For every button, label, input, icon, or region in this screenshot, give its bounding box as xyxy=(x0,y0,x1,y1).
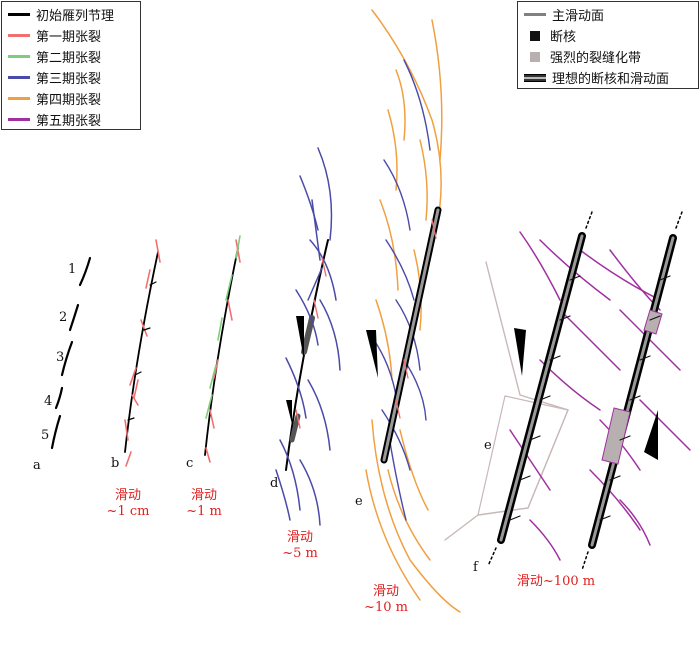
joint-number-2: 2 xyxy=(59,310,68,325)
legend-item: 第四期张裂 xyxy=(8,88,134,109)
legend-swatch xyxy=(530,30,540,41)
legend-fracture-phases: 初始雁列节理 第一期张裂 第二期张裂 第三期张裂 第四期张裂 第五期张裂 xyxy=(1,1,141,130)
stage-letter-b: b xyxy=(111,456,120,471)
stage-a-joints xyxy=(50,256,92,450)
legend-label: 第五期张裂 xyxy=(36,114,102,129)
joint-number-3: 3 xyxy=(56,350,65,365)
legend-item: 强烈的裂缝化带 xyxy=(524,46,692,67)
legend-label: 主滑动面 xyxy=(552,9,605,24)
legend-label: 断核 xyxy=(550,30,577,45)
legend-fault-structure: 主滑动面 断核 强烈的裂缝化带 理想的断核和滑动面 xyxy=(517,1,699,89)
stage-b-fractures xyxy=(124,239,161,467)
slip-label-d: 滑动 ~5 m xyxy=(282,530,318,561)
legend-label: 第二期张裂 xyxy=(36,51,102,66)
legend-swatch xyxy=(530,51,540,62)
legend-item: 第三期张裂 xyxy=(8,67,134,88)
legend-swatch xyxy=(8,34,30,37)
slip-label-f: 滑动~100 m xyxy=(516,574,596,589)
legend-item: 理想的断核和滑动面 xyxy=(524,67,692,88)
legend-swatch xyxy=(8,118,30,121)
legend-swatch xyxy=(8,13,30,16)
legend-swatch xyxy=(8,55,30,58)
legend-label: 第四期张裂 xyxy=(36,93,102,108)
stage-letter-e: e xyxy=(355,494,363,509)
legend-item: 初始雁列节理 xyxy=(8,4,134,25)
legend-swatch xyxy=(524,13,546,16)
legend-item: 断核 xyxy=(524,25,692,46)
legend-label: 第三期张裂 xyxy=(36,72,102,87)
stage-f-fractures xyxy=(444,211,691,571)
stage-letter-d: d xyxy=(270,476,279,491)
stage-letter-c: c xyxy=(186,456,194,471)
legend-swatch xyxy=(8,97,30,100)
slip-label-b: 滑动 ~1 cm xyxy=(106,488,150,519)
legend-label: 强烈的裂缝化带 xyxy=(550,51,642,66)
legend-item: 第一期张裂 xyxy=(8,25,134,46)
legend-swatch xyxy=(524,73,546,82)
stage-d-fractures xyxy=(275,147,341,526)
legend-item: 第五期张裂 xyxy=(8,109,134,130)
legend-label: 第一期张裂 xyxy=(36,30,102,45)
stage-letter-a: a xyxy=(33,458,41,473)
stage-letter-e-box: e xyxy=(484,438,492,453)
joint-number-4: 4 xyxy=(44,394,53,409)
joint-number-1: 1 xyxy=(68,262,77,277)
slip-label-e: 滑动 ~10 m xyxy=(364,584,408,615)
legend-item: 主滑动面 xyxy=(524,4,692,25)
stage-c-fractures xyxy=(204,235,241,463)
stage-letter-f: f xyxy=(473,560,478,575)
legend-label: 理想的断核和滑动面 xyxy=(552,72,670,87)
legend-label: 初始雁列节理 xyxy=(36,9,115,24)
stage-e-fractures xyxy=(365,9,461,613)
slip-label-c: 滑动 ~1 m xyxy=(186,488,222,519)
joint-number-5: 5 xyxy=(41,428,50,443)
slip-arrows xyxy=(286,316,658,460)
legend-item: 第二期张裂 xyxy=(8,46,134,67)
legend-swatch xyxy=(8,76,30,79)
